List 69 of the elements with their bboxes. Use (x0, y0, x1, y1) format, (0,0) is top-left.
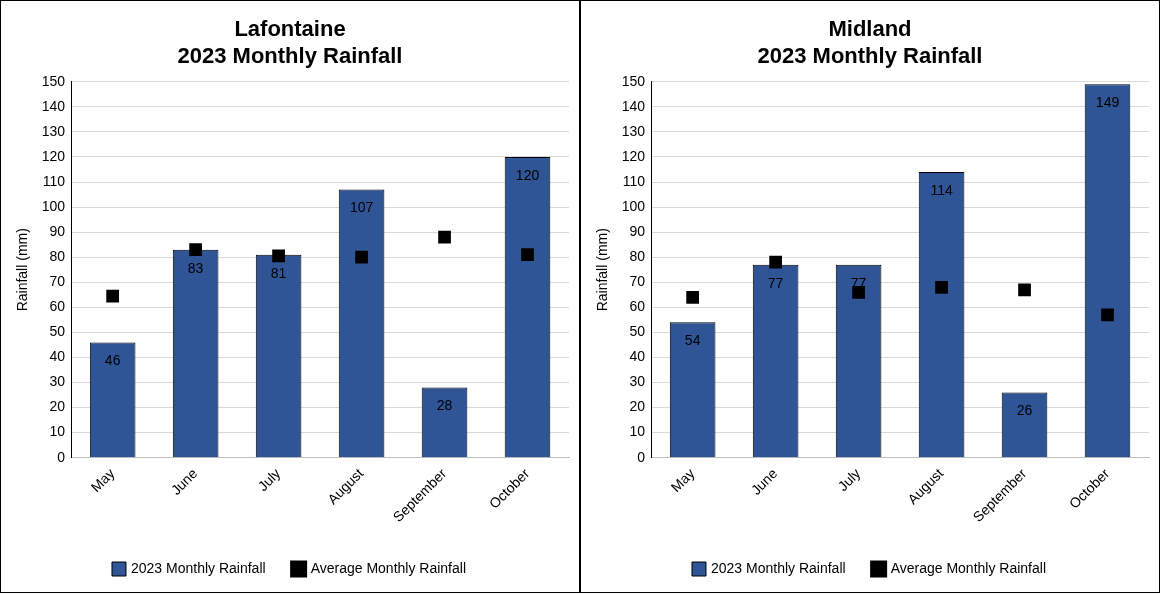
y-tick-label: 50 (49, 323, 66, 340)
y-tick-label: 150 (41, 72, 66, 89)
y-tick-label: 40 (629, 348, 646, 365)
y-tick-label: 30 (629, 373, 646, 390)
point (355, 250, 368, 264)
legend-label: Average Monthly Rainfall (310, 559, 467, 576)
point (686, 290, 700, 304)
y-tick-label: 20 (629, 398, 646, 415)
y-tick-label: 20 (49, 398, 66, 415)
point (852, 285, 865, 299)
chart-title: Midland (828, 16, 912, 42)
data-label: 149 (1095, 94, 1120, 111)
data-label: 46 (104, 352, 121, 369)
y-tick-label: 80 (629, 248, 646, 265)
data-label: 81 (270, 264, 287, 281)
y-tick-label: 70 (629, 273, 646, 290)
y-axis-title: Rainfall (mm) (594, 228, 611, 312)
point (272, 249, 285, 263)
y-tick-label: 60 (49, 298, 66, 315)
point (769, 255, 782, 269)
data-label: 114 (930, 181, 953, 198)
x-tick-label: July (834, 465, 864, 495)
x-tick-label: May (667, 465, 698, 496)
y-tick-label: 130 (41, 122, 66, 139)
y-tick-label: 110 (42, 172, 66, 189)
y-tick-label: 100 (621, 197, 646, 214)
data-label: 83 (187, 259, 204, 276)
data-label: 107 (349, 199, 374, 216)
y-tick-label: 70 (49, 273, 66, 290)
x-tick-label: May (87, 465, 118, 496)
y-tick-label: 40 (49, 348, 66, 365)
data-label: 26 (1016, 402, 1033, 419)
y-tick-label: 150 (621, 72, 646, 89)
y-tick-label: 100 (41, 197, 66, 214)
data-label: 54 (684, 332, 701, 349)
y-tick-label: 10 (629, 423, 646, 440)
legend-label: 2023 Monthly Rainfall (130, 559, 266, 576)
y-tick-label: 140 (41, 97, 66, 114)
point (1018, 283, 1031, 297)
chart-subtitle: 2023 Monthly Rainfall (177, 42, 403, 68)
y-tick-label: 60 (629, 298, 646, 315)
x-tick-label: July (254, 465, 284, 495)
point (189, 243, 202, 257)
point (935, 280, 948, 294)
y-tick-label: 80 (49, 248, 66, 265)
chart-title: Lafontaine (234, 16, 346, 42)
y-tick-label: 0 (57, 448, 66, 465)
data-label: 120 (515, 166, 540, 183)
y-tick-label: 90 (49, 223, 66, 240)
legend-label: 2023 Monthly Rainfall (710, 559, 846, 576)
y-axis-title: Rainfall (mm) (14, 228, 31, 312)
y-tick-label: 0 (637, 448, 646, 465)
chart-subtitle: 2023 Monthly Rainfall (757, 42, 983, 68)
y-tick-label: 110 (622, 172, 646, 189)
y-tick-label: 30 (49, 373, 66, 390)
data-label: 77 (767, 274, 784, 291)
point (106, 289, 120, 303)
y-tick-label: 130 (621, 122, 646, 139)
y-tick-label: 10 (49, 423, 66, 440)
y-tick-label: 120 (41, 147, 66, 164)
legend-label: Average Monthly Rainfall (890, 559, 1047, 576)
data-label: 28 (436, 397, 453, 414)
point (521, 248, 534, 262)
point (1101, 308, 1114, 322)
y-tick-label: 90 (629, 223, 646, 240)
point (438, 230, 451, 244)
y-tick-label: 120 (621, 147, 646, 164)
y-tick-label: 50 (629, 323, 646, 340)
y-tick-label: 140 (621, 97, 646, 114)
